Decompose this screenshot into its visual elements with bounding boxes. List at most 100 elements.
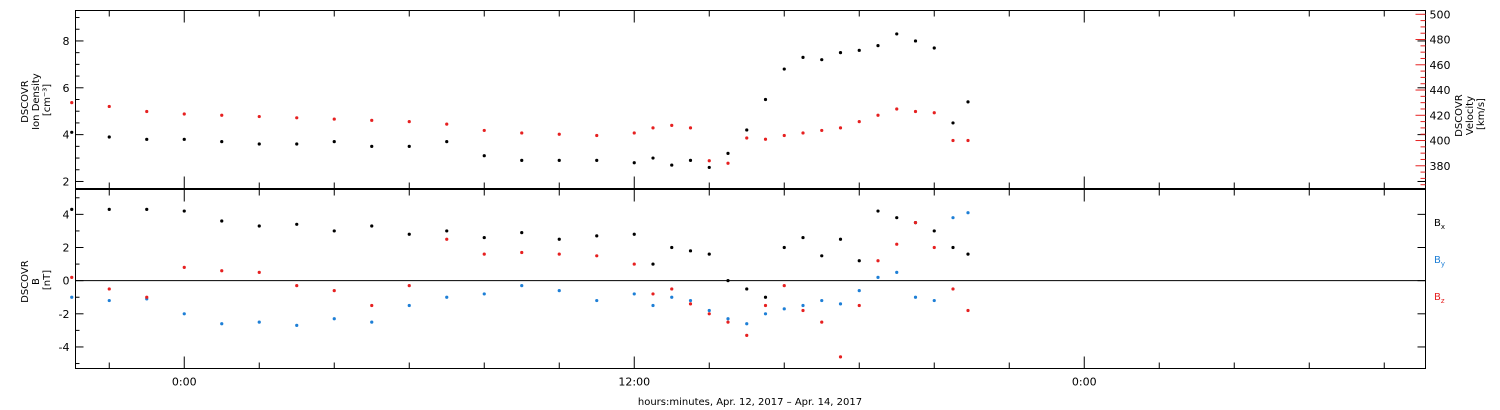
bz-point	[482, 252, 486, 256]
bx-point	[182, 209, 186, 213]
density-point	[876, 44, 880, 48]
bx-point	[520, 230, 524, 235]
bz-point	[913, 221, 918, 225]
velocity-point	[445, 122, 449, 126]
velocity-point	[295, 116, 299, 120]
velocity-point	[876, 113, 880, 117]
bz-point	[107, 287, 111, 291]
bz-point	[895, 242, 899, 246]
density-point	[182, 137, 186, 141]
density-point	[763, 97, 768, 102]
density-point	[838, 51, 843, 55]
bx-point	[745, 287, 749, 291]
bx-point	[632, 232, 636, 236]
velocity-point	[726, 161, 730, 165]
velocity-series	[70, 101, 970, 165]
velocity-point	[745, 136, 749, 140]
density-point	[707, 165, 711, 170]
density-point	[932, 46, 936, 50]
by-point	[895, 270, 899, 274]
bz-point	[782, 284, 786, 288]
density-point	[370, 144, 374, 148]
legend: Bx By Bz	[1434, 218, 1445, 305]
density-tick-label: 8	[63, 35, 70, 48]
density-point	[520, 158, 524, 162]
velocity-point	[520, 131, 524, 135]
bx-point	[145, 207, 149, 211]
b-tick-label: 2	[63, 242, 70, 255]
by-point	[182, 312, 186, 316]
density-point	[688, 158, 693, 162]
by-point	[951, 216, 955, 220]
density-point	[220, 140, 224, 144]
density-point	[257, 142, 261, 146]
density-point	[595, 158, 599, 162]
density-axis-ticks: 2 4 6 8	[63, 17, 1426, 188]
b-tick-label: 0	[63, 275, 70, 288]
density-point	[632, 161, 636, 165]
bz-point	[745, 333, 749, 337]
by-point	[632, 292, 636, 296]
velocity-point	[895, 107, 899, 111]
bz-point	[857, 303, 861, 308]
by-point	[107, 298, 111, 303]
bz-point	[332, 289, 336, 293]
density-tick-label: 2	[63, 175, 70, 188]
density-axis-title: DSCOVR Ion Density [cm⁻³]	[20, 70, 53, 130]
bx-point	[295, 222, 299, 226]
bz-point	[966, 308, 970, 313]
bz-series	[70, 221, 970, 359]
velocity-point	[966, 138, 970, 143]
bz-point	[595, 254, 599, 258]
by-point	[932, 298, 936, 303]
plasma-panel-frame	[75, 10, 1426, 189]
by-point	[370, 320, 374, 324]
legend-bz: Bz	[1434, 292, 1445, 305]
time-tick-label: 0:00	[172, 376, 197, 389]
bz-point	[257, 270, 261, 274]
density-point	[145, 137, 149, 141]
by-point	[726, 317, 730, 321]
velocity-point	[688, 126, 693, 130]
time-axis-ticks: 0:00 12:00 0:00	[108, 10, 1385, 389]
bz-point	[688, 302, 693, 306]
velocity-point	[651, 126, 655, 130]
velocity-point	[951, 138, 955, 143]
b-axis-ticks: -4 -2 0 2 4	[59, 197, 1426, 365]
by-point	[295, 323, 299, 328]
velocity-point	[670, 123, 674, 127]
density-point	[332, 140, 336, 144]
by-point	[857, 289, 861, 293]
velocity-point	[782, 133, 786, 138]
by-series	[70, 211, 970, 328]
bz-point	[370, 303, 374, 308]
velocity-point	[913, 109, 918, 114]
density-point	[107, 135, 111, 139]
bz-point	[726, 320, 730, 324]
time-tick-label: 0:00	[1072, 376, 1097, 389]
bz-point	[220, 269, 224, 273]
bx-point	[557, 237, 561, 241]
bz-point	[445, 237, 449, 241]
b-tick-label: 4	[63, 208, 70, 221]
bz-point	[651, 292, 655, 296]
bz-point	[670, 287, 674, 291]
bz-point	[932, 245, 936, 250]
density-tick-label: 4	[63, 129, 70, 142]
velocity-axis-ticks: 380 400 420 440 460 480 500	[1415, 8, 1451, 186]
b-tick-label: -4	[59, 341, 70, 354]
bx-point	[70, 207, 74, 211]
density-point	[820, 58, 824, 62]
bz-point	[407, 284, 411, 288]
density-point	[482, 154, 486, 158]
bx-point	[257, 224, 261, 228]
bx-point	[482, 235, 486, 240]
bx-point	[220, 219, 224, 223]
density-point	[951, 121, 955, 125]
by-point	[651, 303, 655, 308]
by-point	[70, 295, 74, 299]
bx-point	[895, 216, 899, 220]
by-point	[820, 298, 824, 303]
velocity-point	[70, 101, 74, 105]
